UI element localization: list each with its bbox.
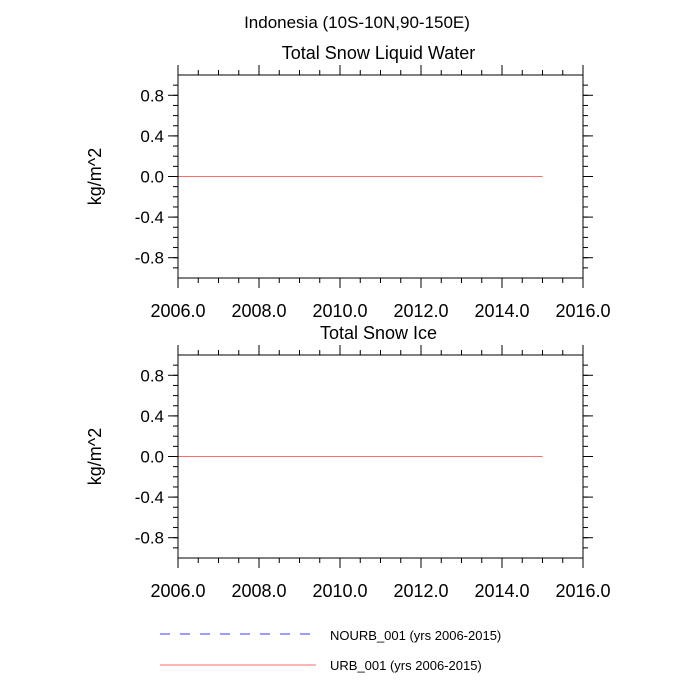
panel-title: Total Snow Liquid Water <box>282 43 475 63</box>
legend: NOURB_001 (yrs 2006-2015) URB_001 (yrs 2… <box>160 628 501 673</box>
panel-snow-liquid-water: Total Snow Liquid Water kg/m^2 0.8 0.4 0.0 -0… <box>85 43 611 321</box>
x-tick-label: 2016.0 <box>555 301 610 321</box>
y-tick-label: -0.4 <box>135 488 164 507</box>
x-tick-label: 2012.0 <box>393 301 448 321</box>
x-tick-label: 2008.0 <box>231 301 286 321</box>
y-tick-label: 0.4 <box>140 407 164 426</box>
x-tick-label: 2014.0 <box>474 301 529 321</box>
plot-frame <box>177 354 584 559</box>
y-tick-label: 0.8 <box>140 366 164 385</box>
figure-title: Indonesia (10S-10N,90-150E) <box>244 13 470 32</box>
legend-label-urb: URB_001 (yrs 2006-2015) <box>330 658 482 673</box>
x-tick-label: 2010.0 <box>312 301 367 321</box>
panel-snow-ice: Total Snow Ice kg/m^2 0.8 0.4 0.0 -0.4 -0.8 200… <box>85 323 611 601</box>
legend-item-nourb: NOURB_001 (yrs 2006-2015) <box>160 628 501 643</box>
x-tick-label: 2014.0 <box>474 581 529 601</box>
y-axis-label: kg/m^2 <box>85 148 105 205</box>
y-tick-label: -0.8 <box>135 529 164 548</box>
y-tick-label: 0.4 <box>140 127 164 146</box>
x-tick-label: 2006.0 <box>150 301 205 321</box>
y-tick-label: 0.0 <box>140 168 164 187</box>
x-tick-label: 2006.0 <box>150 581 205 601</box>
x-tick-label: 2016.0 <box>555 581 610 601</box>
panel-title: Total Snow Ice <box>320 323 437 343</box>
y-tick-label: -0.4 <box>135 208 164 227</box>
y-tick-label: -0.8 <box>135 249 164 268</box>
y-axis-label: kg/m^2 <box>85 428 105 485</box>
x-tick-label: 2012.0 <box>393 581 448 601</box>
x-tick-label: 2008.0 <box>231 581 286 601</box>
y-tick-label: 0.8 <box>140 86 164 105</box>
x-tick-label: 2010.0 <box>312 581 367 601</box>
legend-label-nourb: NOURB_001 (yrs 2006-2015) <box>330 628 501 643</box>
legend-item-urb: URB_001 (yrs 2006-2015) <box>160 658 482 673</box>
y-tick-label: 0.0 <box>140 448 164 467</box>
plot-frame <box>177 74 584 279</box>
